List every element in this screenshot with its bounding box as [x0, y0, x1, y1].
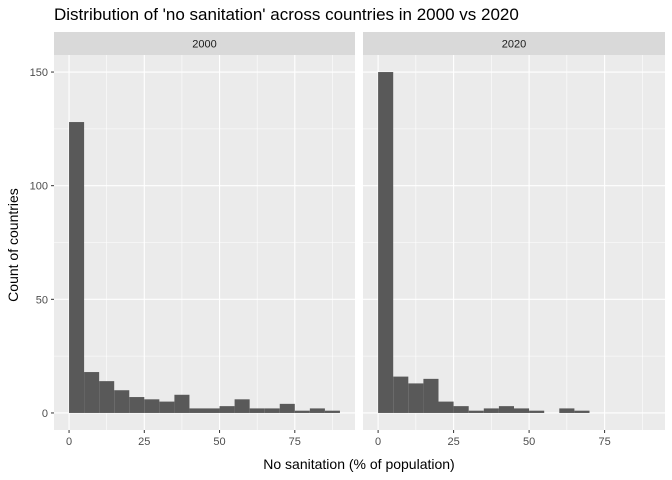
y-axis-title: Count of countries: [5, 188, 21, 302]
facet-panel-2000: 2000 0 25 50 75 0 50 100 150: [30, 32, 355, 448]
histogram-bar: [69, 122, 85, 413]
y-tick-label: 0: [42, 408, 48, 420]
histogram-bar: [498, 406, 514, 413]
histogram-bar: [264, 408, 280, 413]
histogram-bar: [574, 410, 590, 413]
histogram-bar: [468, 410, 484, 413]
y-tick-label: 100: [30, 181, 48, 193]
histogram-bar: [408, 383, 424, 413]
y-tick-label: 50: [36, 294, 48, 306]
histogram-bar: [483, 408, 499, 413]
histogram-bar: [249, 408, 265, 413]
histogram-bar: [324, 410, 340, 413]
x-tick-label: 0: [375, 436, 381, 448]
histogram-bar: [309, 408, 325, 413]
histogram-bar: [423, 378, 439, 413]
chart-title: Distribution of 'no sanitation' across c…: [54, 5, 519, 24]
histogram-bar: [559, 408, 575, 413]
histogram-bar: [453, 406, 469, 413]
facet-panels: 2000 0 25 50 75 0 50 100 150 2020 0 25 50 75: [30, 32, 665, 448]
histogram-bar: [204, 408, 220, 413]
histogram-bar: [114, 390, 130, 413]
x-tick-label: 25: [138, 436, 150, 448]
histogram-bar: [529, 410, 545, 413]
facet-strip-label: 2000: [192, 39, 216, 51]
histogram-bar: [174, 394, 190, 413]
facet-panel-2020: 2020 0 25 50 75: [363, 32, 665, 448]
histogram-bar: [219, 406, 235, 413]
x-tick-label: 25: [447, 436, 459, 448]
histogram-bar: [129, 397, 145, 413]
histogram-bar: [84, 372, 100, 413]
histogram-bar: [294, 410, 310, 413]
x-axis-title: No sanitation (% of population): [263, 456, 454, 472]
histogram-bar: [99, 381, 115, 413]
facet-strip: [363, 32, 665, 55]
x-tick-label: 50: [523, 436, 535, 448]
facet-strip: [54, 32, 355, 55]
histogram-bar: [159, 401, 175, 413]
histogram-bar: [378, 72, 394, 413]
histogram-bar: [234, 399, 250, 413]
y-tick-label: 150: [30, 67, 48, 79]
histogram-bar: [438, 401, 454, 413]
x-tick-label: 50: [213, 436, 225, 448]
histogram-bar: [514, 408, 530, 413]
x-tick-label: 75: [289, 436, 301, 448]
histogram-bar: [189, 408, 205, 413]
x-tick-label: 0: [66, 436, 72, 448]
histogram-bar: [393, 376, 409, 413]
histogram-bar: [144, 399, 160, 413]
histogram-bar: [279, 403, 295, 413]
x-tick-label: 75: [598, 436, 610, 448]
facet-strip-label: 2020: [502, 39, 526, 51]
